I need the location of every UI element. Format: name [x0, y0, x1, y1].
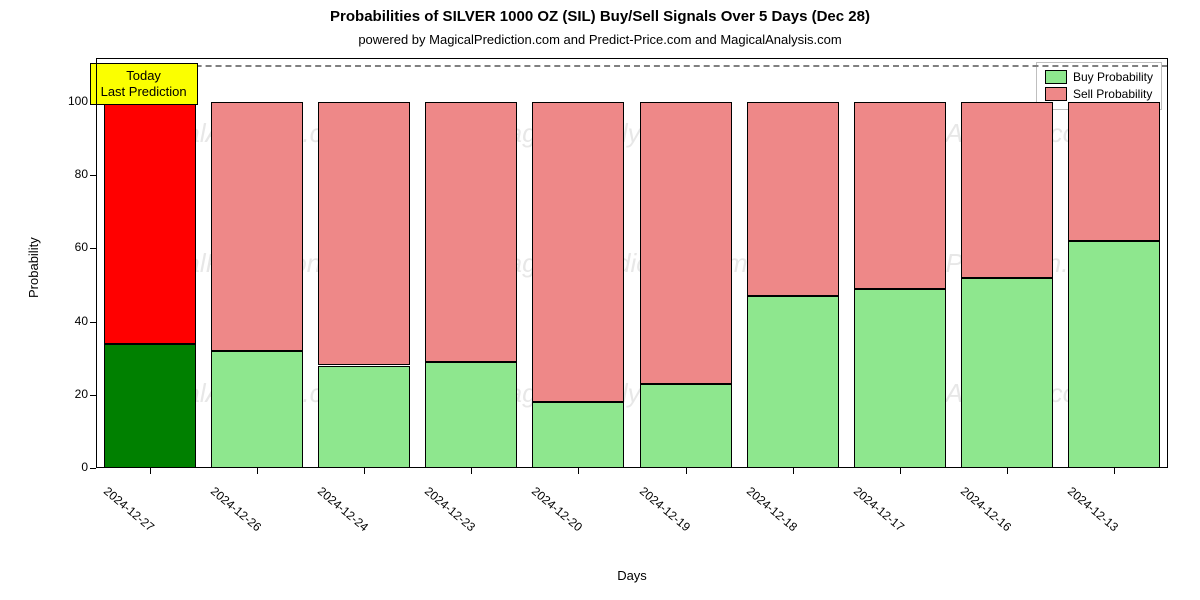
x-tick-mark — [471, 468, 472, 474]
bar-sell — [747, 102, 839, 296]
y-tick-mark — [90, 248, 96, 249]
bar-sell — [1068, 102, 1160, 241]
y-tick-label: 20 — [48, 387, 88, 401]
x-tick-mark — [578, 468, 579, 474]
y-tick-label: 100 — [48, 94, 88, 108]
x-tick-label: 2024-12-16 — [958, 484, 1014, 534]
x-tick-label: 2024-12-27 — [101, 484, 157, 534]
y-tick-mark — [90, 175, 96, 176]
bar-buy — [854, 289, 946, 468]
bar-sell — [961, 102, 1053, 278]
legend-swatch-buy — [1045, 70, 1067, 84]
legend-item-buy: Buy Probability — [1045, 69, 1153, 86]
x-tick-mark — [150, 468, 151, 474]
x-tick-label: 2024-12-19 — [637, 484, 693, 534]
bar-sell — [532, 102, 624, 402]
legend-swatch-sell — [1045, 87, 1067, 101]
bar-sell — [425, 102, 517, 362]
annotation-line1: Today — [126, 68, 161, 83]
y-axis-label: Probability — [26, 237, 41, 298]
x-tick-mark — [257, 468, 258, 474]
x-tick-label: 2024-12-18 — [744, 484, 800, 534]
y-tick-label: 0 — [48, 460, 88, 474]
bar-buy — [747, 296, 839, 468]
x-tick-label: 2024-12-23 — [422, 484, 478, 534]
x-axis-label: Days — [96, 568, 1168, 583]
y-tick-mark — [90, 322, 96, 323]
x-tick-mark — [793, 468, 794, 474]
y-tick-mark — [90, 395, 96, 396]
y-tick-label: 40 — [48, 314, 88, 328]
chart-container: Probabilities of SILVER 1000 OZ (SIL) Bu… — [0, 0, 1200, 600]
chart-title: Probabilities of SILVER 1000 OZ (SIL) Bu… — [0, 8, 1200, 25]
bar-buy — [104, 344, 196, 468]
x-tick-label: 2024-12-24 — [315, 484, 371, 534]
legend-item-sell: Sell Probability — [1045, 86, 1153, 103]
x-tick-mark — [1007, 468, 1008, 474]
x-tick-mark — [900, 468, 901, 474]
x-tick-mark — [364, 468, 365, 474]
y-tick-label: 60 — [48, 240, 88, 254]
y-tick-mark — [90, 468, 96, 469]
chart-subtitle: powered by MagicalPrediction.com and Pre… — [0, 32, 1200, 47]
reference-line — [96, 65, 1168, 67]
x-tick-label: 2024-12-26 — [208, 484, 264, 534]
bar-buy — [640, 384, 732, 468]
bar-buy — [532, 402, 624, 468]
bar-sell — [854, 102, 946, 289]
today-annotation: TodayLast Prediction — [90, 63, 198, 104]
bar-buy — [425, 362, 517, 468]
bar-buy — [318, 366, 410, 469]
annotation-line2: Last Prediction — [101, 84, 187, 99]
bar-sell — [104, 102, 196, 344]
x-tick-mark — [686, 468, 687, 474]
bar-buy — [961, 278, 1053, 468]
bar-sell — [318, 102, 410, 366]
y-tick-label: 80 — [48, 167, 88, 181]
x-tick-label: 2024-12-13 — [1065, 484, 1121, 534]
bar-sell — [211, 102, 303, 351]
legend-label-buy: Buy Probability — [1073, 69, 1153, 86]
legend-label-sell: Sell Probability — [1073, 86, 1152, 103]
x-tick-label: 2024-12-17 — [851, 484, 907, 534]
bar-buy — [1068, 241, 1160, 468]
x-tick-mark — [1114, 468, 1115, 474]
x-tick-label: 2024-12-20 — [529, 484, 585, 534]
bar-buy — [211, 351, 303, 468]
bar-sell — [640, 102, 732, 384]
